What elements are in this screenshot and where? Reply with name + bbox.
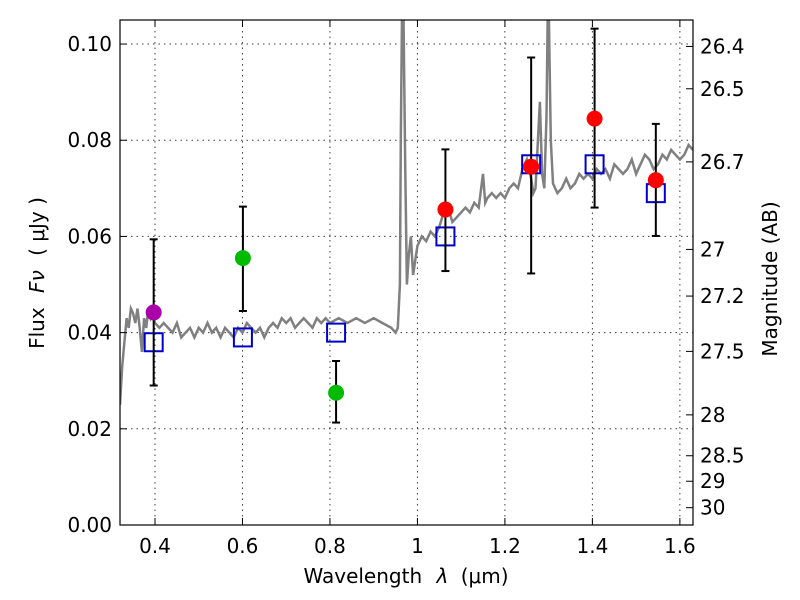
observation-marker xyxy=(437,201,454,218)
observation-marker xyxy=(523,158,540,175)
x-axis-label-symbol: λ xyxy=(436,564,449,588)
observation-marker xyxy=(234,250,251,267)
model-spectrum-line xyxy=(120,20,693,405)
observation-point xyxy=(234,205,251,312)
y-axis-label-unit: ( μJy ) xyxy=(25,197,49,256)
model-spectrum xyxy=(120,20,693,405)
observation-marker xyxy=(647,172,664,189)
y2-tick-label: 26.4 xyxy=(700,34,745,58)
y-tick-label: 0.04 xyxy=(67,321,112,345)
x-tick-label: 0.8 xyxy=(314,534,346,558)
y2-axis-label: Magnitude (AB) xyxy=(758,201,782,356)
model-band-square xyxy=(326,322,347,343)
observation-point xyxy=(437,148,454,273)
y2-tick-label: 26.5 xyxy=(700,77,745,101)
y2-tick-label: 28 xyxy=(700,403,725,427)
plot-frame xyxy=(119,19,694,526)
y-tick-label: 0.10 xyxy=(67,32,112,56)
y-axis-label: Flux Fν ( μJy ) xyxy=(25,197,49,349)
model-band-square xyxy=(232,327,253,348)
y-axis-ticks: 0.00 0.02 0.04 0.06 0.08 0.10 xyxy=(67,32,127,537)
x-axis-label-unit: (μm) xyxy=(461,564,509,588)
y-tick-label: 0.08 xyxy=(67,128,112,152)
model-photometry-markers xyxy=(143,154,666,353)
y2-tick-label: 30 xyxy=(700,496,725,520)
y-tick-label: 0.02 xyxy=(67,417,112,441)
x-axis-label: Wavelength λ (μm) xyxy=(303,564,508,588)
observation-marker xyxy=(586,110,603,127)
x-axis-ticks: 0.4 0.6 0.8 1 1.2 1.4 1.6 xyxy=(139,20,696,558)
y2-axis-ticks: 26.4 26.5 26.7 27 27.2 27.5 28 28.529 30 xyxy=(686,34,745,520)
x-tick-label: 0.4 xyxy=(139,534,171,558)
observation-point xyxy=(647,122,664,237)
observation-point xyxy=(523,56,540,275)
y2-tick-label: 27.5 xyxy=(700,339,745,363)
x-tick-label: 1.4 xyxy=(576,534,608,558)
observed-photometry xyxy=(145,27,664,424)
x-axis-label-text: Wavelength xyxy=(303,564,422,588)
x-tick-label: 1.6 xyxy=(664,534,696,558)
y2-tick-label: 28.5 xyxy=(700,444,745,468)
observation-marker xyxy=(328,384,345,401)
x-tick-label: 1 xyxy=(411,534,424,558)
x-tick-label: 0.6 xyxy=(227,534,259,558)
observation-point xyxy=(586,27,603,209)
x-tick-label: 1.2 xyxy=(489,534,521,558)
y2-tick-label: 27 xyxy=(700,237,725,261)
y-tick-label: 0.00 xyxy=(67,513,112,537)
observation-point xyxy=(328,359,345,424)
y2-tick-label: 29 xyxy=(700,469,725,493)
y-axis-label-text: Flux xyxy=(25,307,49,349)
observation-point xyxy=(145,238,162,387)
y-axis-label-symbol: Fν xyxy=(25,270,49,293)
y2-tick-label: 26.7 xyxy=(700,150,745,174)
observation-marker xyxy=(145,304,162,321)
y-tick-label: 0.06 xyxy=(67,224,112,248)
y2-tick-label: 27.2 xyxy=(700,284,745,308)
